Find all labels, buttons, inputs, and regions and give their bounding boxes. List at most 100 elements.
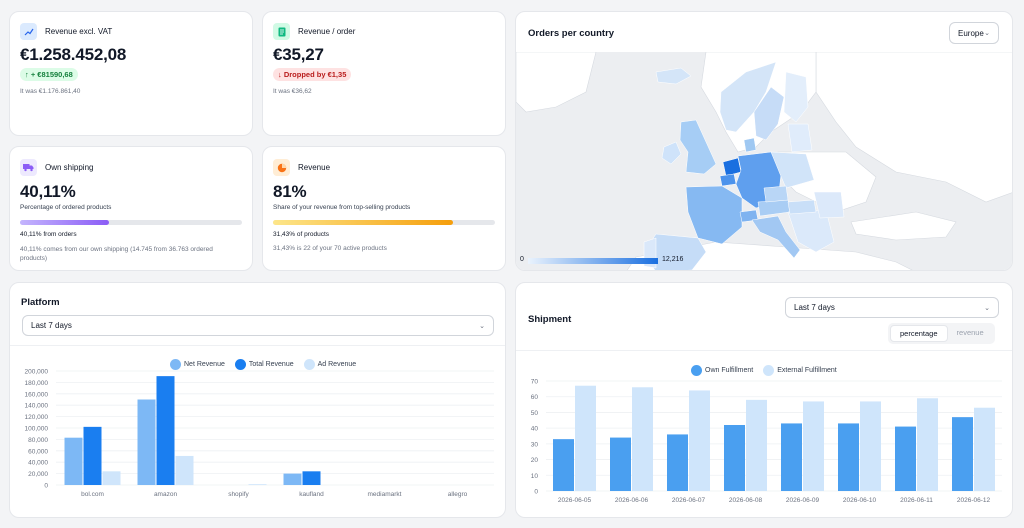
country-hungary	[787, 199, 817, 215]
x-tick-label: 2026-06-10	[843, 497, 877, 504]
land-turkey	[850, 211, 957, 241]
receipt-icon	[273, 23, 290, 40]
kpi-description: Percentage of ordered products	[20, 204, 112, 211]
kpi-title: Own shipping	[45, 163, 94, 172]
y-tick-label: 0	[534, 489, 538, 496]
platform-title: Platform	[21, 297, 60, 308]
country-uk	[679, 119, 717, 175]
country-ireland	[661, 141, 682, 165]
legend-label: Own Fulfillment	[705, 367, 754, 374]
progress-fill	[20, 220, 110, 225]
legend-item[interactable]: External Fulfillment	[763, 365, 837, 376]
x-tick-label: 2026-06-12	[957, 497, 991, 504]
bar-own-fulfillment	[667, 434, 688, 491]
x-tick-label: amazon	[154, 491, 178, 498]
platform-legend: Net Revenue Total Revenue Ad Revenue	[170, 359, 356, 370]
progress-bar	[20, 220, 242, 225]
x-tick-label: 2026-06-05	[558, 497, 592, 504]
legend-label: External Fulfillment	[777, 367, 837, 374]
kpi-value: €35,27	[273, 45, 324, 64]
kpi-header: Revenue / order	[273, 23, 355, 40]
kpi-line2: 40,11% comes from our own shipping (14.7…	[20, 246, 213, 262]
bar-external-fulfillment	[632, 387, 653, 491]
legend-swatch	[303, 359, 315, 370]
kpi-line2: 31,43% is 22 of your 70 active products	[273, 245, 387, 252]
bar-own-fulfillment	[724, 425, 745, 491]
legend-swatch	[763, 365, 775, 376]
bar-ad-revenue	[248, 484, 267, 485]
x-tick-label: 2026-06-06	[615, 497, 649, 504]
legend-label: Net Revenue	[184, 361, 225, 368]
toggle-revenue[interactable]: revenue	[956, 328, 984, 337]
legend-label: Ad Revenue	[317, 361, 357, 368]
period-select-value: Last 7 days	[794, 303, 835, 312]
y-tick-label: 70	[531, 379, 539, 386]
country-czechia	[763, 185, 789, 203]
europe-map[interactable]	[516, 52, 1013, 271]
y-tick-label: 140,000	[25, 403, 49, 410]
x-tick-label: mediamarkt	[368, 491, 402, 498]
shipment-period-select[interactable]: Last 7 days ⌄	[785, 297, 999, 318]
bar-own-fulfillment	[781, 423, 802, 491]
trend-down-badge: ↓ Dropped by €1,35	[273, 68, 352, 81]
y-tick-label: 180,000	[25, 380, 49, 387]
bar-own-fulfillment	[952, 417, 973, 491]
kpi-card-own-shipping: Own shipping 40,11% Percentage of ordere…	[9, 146, 253, 271]
y-tick-label: 60,000	[28, 448, 48, 455]
kpi-card-revenue: Revenue excl. VAT €1.258.452,08 ↑ + €815…	[9, 11, 253, 136]
shipment-bar-chart: 70 60 50 40 30 20 10 0 2026-06-05 2026-06-06 2026-…	[531, 379, 1002, 504]
chevron-down-icon: ⌄	[479, 322, 485, 330]
bar-total-revenue	[156, 376, 175, 485]
legend-swatch	[691, 365, 702, 376]
progress-bar	[273, 220, 495, 225]
country-iceland	[655, 67, 692, 85]
country-france	[685, 185, 743, 245]
trend-up-badge: ↑ + €81590,68	[20, 68, 78, 81]
y-tick-label: 100,000	[25, 426, 49, 433]
legend-item[interactable]: Total Revenue	[234, 359, 294, 370]
x-tick-label: allegro	[448, 491, 468, 498]
chevron-down-icon: ⌄	[984, 30, 990, 37]
x-tick-label: 2026-06-11	[900, 497, 933, 504]
platform-bar-chart: 200,000 180,000 160,000 140,000 120,000 100,0…	[25, 369, 494, 498]
platform-period-select[interactable]: Last 7 days ⌄	[22, 315, 494, 336]
country-sweden	[753, 86, 785, 141]
kpi-header: Revenue	[273, 159, 330, 176]
country-poland	[770, 151, 815, 189]
kpi-card-revenue-share: Revenue 81% Share of your revenue from t…	[262, 146, 506, 271]
x-tick-label: shopify	[228, 491, 249, 498]
bar-external-fulfillment	[860, 401, 881, 491]
shipment-legend: Own Fulfillment External Fulfillment	[691, 365, 837, 376]
kpi-line1: 40,11% from orders	[20, 231, 77, 238]
country-denmark	[743, 137, 757, 153]
legend-item[interactable]: Ad Revenue	[303, 359, 357, 370]
y-tick-label: 20,000	[28, 471, 48, 478]
y-tick-label: 10	[531, 473, 539, 480]
legend-item[interactable]: Net Revenue	[170, 359, 225, 370]
chevron-down-icon: ⌄	[984, 304, 990, 312]
legend-item[interactable]: Own Fulfillment	[691, 365, 753, 376]
country-finland	[783, 71, 809, 123]
line-chart-icon	[20, 23, 37, 40]
color-scale-bar	[528, 258, 658, 264]
toggle-percentage[interactable]: percentage	[890, 325, 948, 342]
y-tick-label: 120,000	[25, 414, 49, 421]
land-greenland	[516, 52, 597, 113]
y-tick-label: 0	[44, 483, 48, 490]
x-tick-label: 2026-06-08	[729, 497, 763, 504]
divider	[516, 350, 1012, 351]
country-italy	[751, 215, 801, 259]
bar-ad-revenue	[175, 455, 194, 485]
legend-swatch	[234, 359, 246, 370]
map-title: Orders per country	[528, 28, 615, 39]
region-select[interactable]: Europe ⌄	[949, 22, 999, 44]
country-romania	[813, 191, 845, 219]
period-select-value: Last 7 days	[31, 321, 72, 330]
badge-text: + €81590,68	[30, 70, 73, 79]
x-tick-label: 2026-06-09	[786, 497, 820, 504]
country-baltics	[787, 123, 813, 153]
bar-external-fulfillment	[575, 385, 596, 491]
kpi-title: Revenue excl. VAT	[45, 27, 113, 36]
bar-own-fulfillment	[895, 426, 916, 491]
shipment-card: Shipment Last 7 days ⌄ percentage revenu…	[515, 282, 1013, 518]
